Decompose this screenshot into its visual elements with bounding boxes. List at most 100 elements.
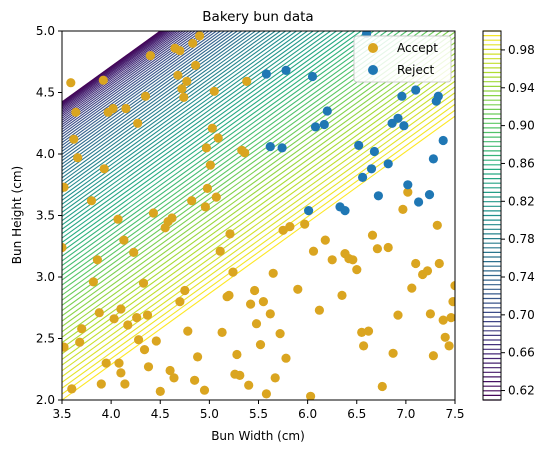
- accept-point: [119, 235, 129, 245]
- accept-point: [265, 309, 275, 319]
- accept-point: [446, 313, 455, 323]
- colorbar-tick-label: 0.62: [508, 384, 535, 398]
- accept-point: [62, 182, 69, 192]
- contour-line: [62, 31, 213, 141]
- accept-point: [359, 341, 369, 351]
- accept-point: [114, 358, 124, 368]
- contour-line: [62, 31, 450, 312]
- contour-line: [62, 31, 162, 104]
- accept-point: [285, 222, 295, 232]
- reject-point: [340, 206, 350, 216]
- accept-point: [101, 358, 111, 368]
- accept-point: [261, 389, 271, 399]
- accept-point: [275, 329, 285, 339]
- reject-point: [366, 164, 377, 174]
- accept-point: [133, 118, 143, 128]
- accept-point: [88, 277, 98, 287]
- reject-point: [304, 206, 314, 216]
- contour-line: [62, 74, 455, 361]
- x-tick-label: 7.0: [396, 407, 415, 421]
- y-tick-label: 3.5: [36, 209, 55, 223]
- accept-point: [224, 290, 234, 300]
- x-tick-label: 7.5: [445, 407, 464, 421]
- accept-point: [66, 78, 76, 88]
- contour-line: [62, 92, 455, 378]
- accept-point: [255, 340, 266, 350]
- accept-point: [169, 373, 179, 383]
- contour-line: [62, 31, 171, 111]
- accept-point: [213, 133, 223, 143]
- colorbar-tick-label: 0.74: [508, 270, 535, 284]
- y-tick-label: 2.0: [36, 393, 55, 407]
- accept-point: [92, 255, 102, 265]
- legend-label-accept: Accept: [397, 41, 438, 55]
- accept-point: [187, 196, 197, 206]
- legend-label-reject: Reject: [397, 63, 434, 77]
- colorbar-tick-label: 0.78: [508, 232, 535, 246]
- contour-line: [62, 31, 181, 117]
- colorbar-tick-label: 0.90: [508, 119, 535, 133]
- contour-line: [62, 31, 166, 107]
- contour-line: [62, 31, 337, 230]
- accept-point: [200, 202, 210, 212]
- accept-point: [235, 370, 245, 380]
- accept-point: [398, 204, 408, 214]
- accept-point: [388, 348, 398, 358]
- accept-point: [155, 386, 165, 396]
- reject-point: [403, 180, 413, 190]
- accept-point: [199, 385, 210, 395]
- accept-point: [207, 123, 217, 133]
- colorbar-frame: [482, 30, 502, 401]
- accept-point: [108, 103, 118, 114]
- accept-point: [281, 353, 291, 363]
- reject-point: [399, 121, 409, 131]
- accept-point: [109, 314, 119, 324]
- contour-line: [62, 115, 455, 400]
- accept-point: [215, 246, 225, 256]
- contour-line: [62, 31, 443, 306]
- y-tick-label: 3.0: [36, 270, 55, 284]
- y-tick-label: 4.0: [36, 147, 55, 161]
- contour-line: [62, 31, 165, 106]
- accept-point: [62, 242, 67, 253]
- contour-line: [62, 31, 169, 109]
- reject-point: [261, 69, 271, 79]
- accept-point: [138, 278, 149, 288]
- reject-point: [393, 113, 403, 123]
- contour-line: [62, 31, 256, 172]
- accept-point: [300, 219, 310, 229]
- accept-point: [205, 160, 215, 170]
- accept-point: [86, 196, 97, 206]
- contour-line: [62, 31, 210, 138]
- accept-point: [195, 31, 205, 41]
- colorbar-tick-label: 0.70: [508, 308, 535, 322]
- contour-line: [62, 31, 184, 119]
- accept-point: [403, 187, 413, 197]
- contour-line: [62, 36, 455, 322]
- accept-point: [180, 285, 190, 296]
- reject-point: [319, 119, 329, 130]
- contour-line: [62, 31, 362, 248]
- contour-line: [62, 31, 331, 226]
- accept-point: [201, 143, 211, 153]
- accept-point: [352, 265, 362, 275]
- accept-point: [209, 86, 219, 96]
- accept-point: [422, 266, 433, 276]
- reject-point: [369, 146, 379, 157]
- contour-line: [62, 41, 455, 328]
- reject-point: [307, 71, 318, 82]
- accept-point: [440, 332, 450, 342]
- contour-line: [62, 69, 455, 355]
- accept-point: [179, 92, 189, 102]
- accept-point: [94, 308, 104, 318]
- colorbar-tick-label: 0.86: [508, 156, 535, 170]
- accept-point: [151, 336, 161, 346]
- contour-line: [62, 31, 186, 121]
- accept-point: [228, 267, 238, 277]
- chart-title: Bakery bun data: [202, 9, 313, 25]
- accept-point: [73, 153, 83, 163]
- contour-line: [62, 31, 320, 218]
- y-tick-label: 4.5: [36, 86, 55, 100]
- accept-point: [143, 362, 154, 372]
- contour-line: [62, 31, 163, 105]
